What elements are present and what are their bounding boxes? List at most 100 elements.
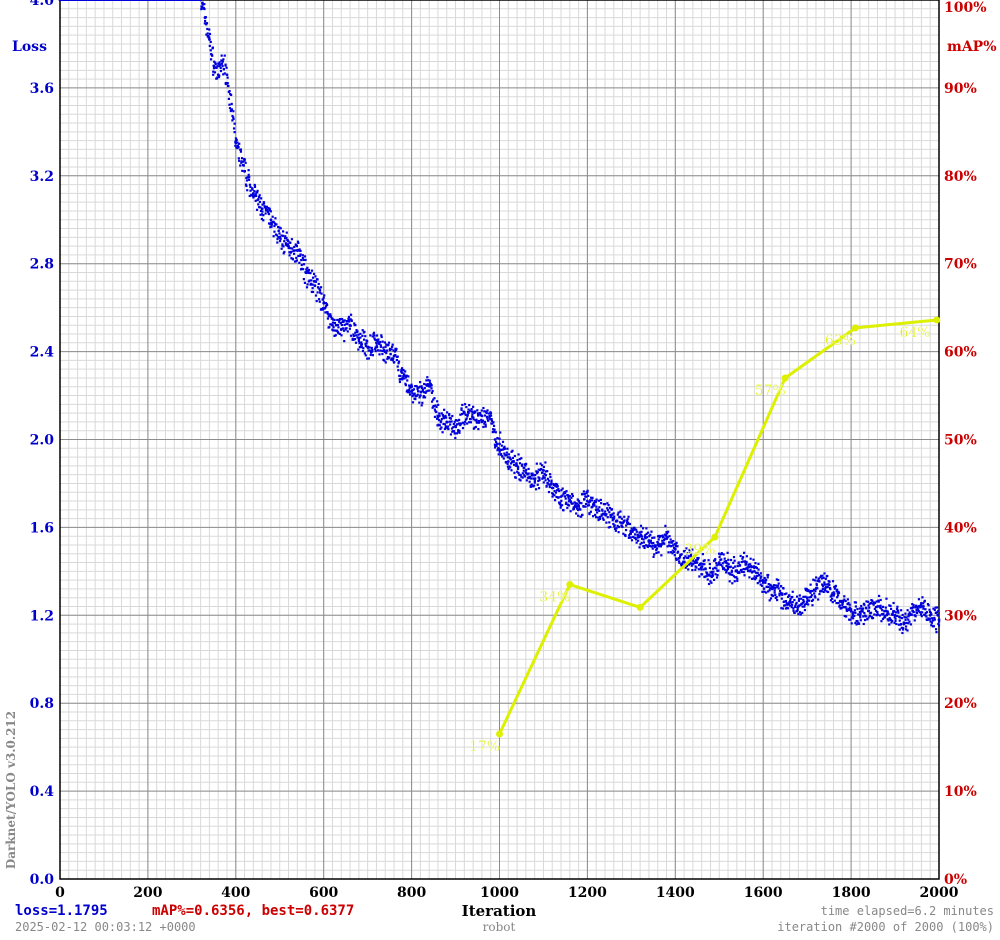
- loss-point: [625, 524, 628, 527]
- loss-point: [459, 424, 462, 427]
- loss-point: [314, 275, 317, 278]
- loss-point: [389, 352, 392, 356]
- loss-point: [867, 604, 870, 607]
- loss-point: [427, 383, 431, 386]
- loss-point: [701, 562, 704, 565]
- loss-point: [468, 409, 472, 412]
- loss-point: [515, 464, 519, 468]
- loss-point: [821, 574, 824, 577]
- loss-point: [321, 307, 325, 310]
- loss-point: [878, 605, 881, 608]
- loss-point: [364, 335, 367, 338]
- loss-point: [467, 411, 470, 414]
- loss-point: [525, 462, 528, 465]
- loss-point: [457, 428, 460, 432]
- loss-point: [726, 567, 730, 571]
- loss-point: [727, 563, 730, 566]
- loss-point: [698, 575, 701, 578]
- loss-point: [751, 577, 754, 580]
- loss-point: [240, 160, 243, 163]
- loss-point: [410, 383, 413, 386]
- loss-point: [403, 374, 407, 377]
- loss-point: [934, 606, 937, 609]
- loss-point: [528, 480, 531, 483]
- loss-point: [321, 298, 325, 301]
- loss-point: [598, 509, 601, 512]
- loss-point: [352, 333, 355, 336]
- loss-point: [559, 504, 562, 507]
- loss-point: [629, 530, 633, 534]
- loss-point: [260, 213, 264, 216]
- loss-point: [733, 559, 736, 562]
- loss-point: [547, 490, 551, 494]
- loss-point: [936, 614, 940, 617]
- loss-point: [639, 543, 642, 546]
- loss-point: [324, 305, 328, 308]
- loss-point: [817, 577, 820, 580]
- loss-point: [669, 538, 672, 541]
- loss-point: [407, 389, 411, 392]
- loss-point: [442, 415, 445, 418]
- loss-point: [200, 8, 203, 11]
- loss-point: [937, 624, 941, 627]
- loss-point: [739, 554, 742, 558]
- loss-point: [348, 323, 352, 327]
- loss-point: [846, 598, 849, 601]
- loss-point: [637, 539, 640, 542]
- loss-point: [589, 510, 592, 513]
- loss-point: [538, 479, 541, 482]
- loss-point: [321, 308, 324, 311]
- loss-point: [478, 421, 481, 424]
- loss-point: [269, 223, 272, 226]
- loss-point: [675, 541, 678, 544]
- loss-point: [826, 574, 829, 578]
- loss-point: [302, 263, 306, 266]
- loss-point: [610, 508, 614, 511]
- loss-point: [404, 376, 407, 379]
- loss-point: [245, 184, 248, 188]
- loss-point: [318, 289, 322, 292]
- loss-point: [623, 515, 626, 518]
- loss-point: [761, 590, 764, 593]
- loss-point: [720, 558, 723, 561]
- loss-point: [359, 332, 362, 335]
- loss-point: [512, 460, 515, 463]
- loss-point: [463, 420, 467, 423]
- loss-point: [565, 490, 568, 493]
- loss-point: [438, 414, 441, 417]
- loss-point: [289, 241, 292, 244]
- loss-point: [232, 110, 235, 113]
- loss-point: [553, 494, 556, 497]
- map-point: [781, 374, 789, 382]
- loss-point: [472, 405, 475, 408]
- loss-point: [695, 559, 698, 562]
- loss-point: [684, 566, 687, 569]
- loss-point: [220, 62, 224, 65]
- loss-point: [507, 453, 511, 456]
- loss-point: [798, 611, 801, 614]
- loss-point: [366, 345, 370, 349]
- loss-point: [338, 317, 342, 321]
- loss-point: [655, 547, 659, 550]
- loss-point: [616, 513, 619, 516]
- loss-point: [559, 501, 562, 505]
- loss-point: [217, 75, 221, 79]
- loss-point: [509, 458, 513, 461]
- loss-point: [649, 540, 652, 543]
- loss-point: [369, 349, 372, 352]
- loss-point: [587, 494, 590, 497]
- loss-point: [199, 0, 203, 2]
- loss-point: [743, 574, 746, 577]
- loss-point: [781, 607, 785, 610]
- loss-point: [228, 107, 232, 110]
- loss-point: [918, 604, 921, 608]
- y-left-tick-label: 2.8: [30, 257, 54, 273]
- loss-point: [207, 34, 210, 38]
- loss-point: [391, 343, 394, 346]
- loss-point: [777, 587, 780, 590]
- loss-point: [287, 240, 290, 243]
- loss-point: [299, 253, 302, 256]
- loss-point: [471, 413, 474, 416]
- x-tick-label: 1000: [480, 885, 519, 901]
- loss-point: [260, 217, 264, 221]
